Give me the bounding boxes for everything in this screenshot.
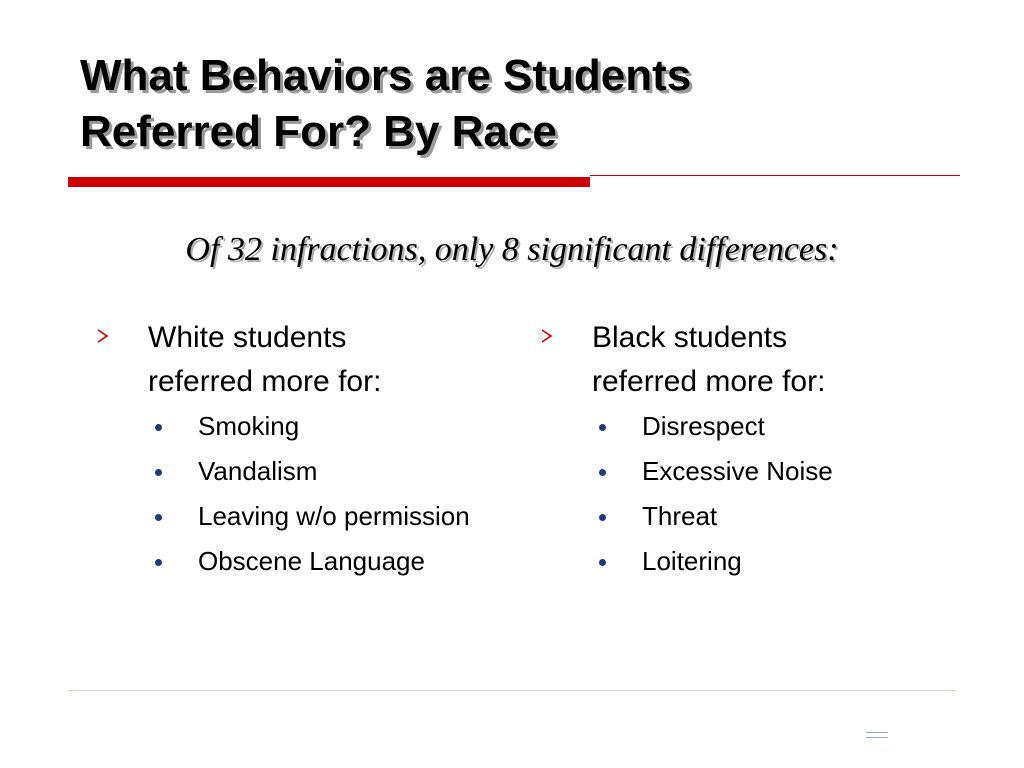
- list-item: Loitering: [540, 543, 940, 579]
- list-item: Disrespect: [540, 408, 940, 444]
- list-item: Obscene Language: [96, 543, 496, 579]
- dot-icon: [155, 514, 162, 521]
- arrow-right-icon: [541, 329, 553, 343]
- list-item-label: Leaving w/o permission: [198, 501, 470, 531]
- list-item-label: Loitering: [642, 546, 742, 576]
- list-item-label: Excessive Noise: [642, 456, 833, 486]
- dot-icon: [599, 424, 606, 431]
- right-heading-line-2: referred more for:: [592, 365, 826, 398]
- slide-subtitle: Of 32 infractions, only 8 significant di…: [185, 231, 839, 268]
- dot-icon: [599, 559, 606, 566]
- left-column: White students referred more for: Smokin…: [96, 316, 496, 588]
- list-item: Smoking: [96, 408, 496, 444]
- footer-divider: [68, 690, 956, 691]
- dot-icon: [599, 514, 606, 521]
- dot-icon: [155, 424, 162, 431]
- left-column-heading: White students referred more for:: [96, 316, 496, 404]
- list-item-label: Disrespect: [642, 411, 765, 441]
- right-column-heading: Black students referred more for:: [540, 316, 940, 404]
- title-underline-thick: [68, 177, 590, 187]
- dot-icon: [155, 469, 162, 476]
- left-heading-line-2: referred more for:: [148, 365, 382, 398]
- title-line-2: Referred For? By Race: [80, 107, 557, 156]
- list-item-label: Smoking: [198, 411, 300, 441]
- list-item: Leaving w/o permission: [96, 498, 496, 534]
- title-line-1: What Behaviors are Students: [80, 51, 692, 100]
- slide-title: What Behaviors are Students Referred For…: [80, 48, 960, 160]
- arrow-right-icon: [97, 329, 109, 343]
- left-behavior-list: Smoking Vandalism Leaving w/o permission…: [96, 408, 496, 579]
- right-column: Black students referred more for: Disres…: [540, 316, 940, 588]
- list-item-label: Threat: [642, 501, 718, 531]
- list-item: Excessive Noise: [540, 453, 940, 489]
- title-underline-thin: [590, 175, 960, 176]
- dot-icon: [599, 469, 606, 476]
- right-behavior-list: Disrespect Excessive Noise Threat Loiter…: [540, 408, 940, 579]
- right-heading-line-1: Black students: [592, 321, 788, 354]
- footer-logo-mark: [866, 732, 888, 738]
- list-item: Threat: [540, 498, 940, 534]
- list-item-label: Vandalism: [198, 456, 318, 486]
- left-heading-line-1: White students: [148, 321, 347, 354]
- list-item: Vandalism: [96, 453, 496, 489]
- dot-icon: [155, 559, 162, 566]
- list-item-label: Obscene Language: [198, 546, 425, 576]
